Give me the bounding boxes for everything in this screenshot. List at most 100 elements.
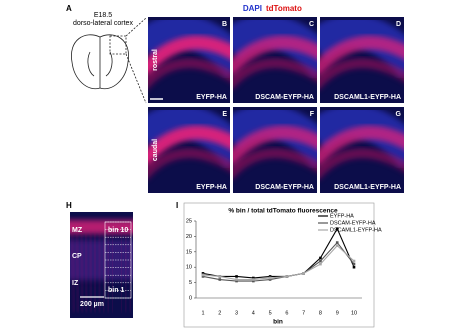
tdtomato-band [148, 58, 230, 89]
image-label: D [396, 21, 401, 28]
fiber [89, 231, 92, 313]
x-tick-label: 5 [269, 310, 272, 316]
micrograph: F DSCAM-EYFP-HA [233, 107, 317, 193]
data-point [352, 265, 356, 269]
x-tick-label: 10 [351, 310, 357, 316]
data-point [201, 272, 205, 275]
tdtomato-band [233, 148, 317, 180]
micrograph: E EYFP-HA [148, 107, 230, 193]
data-point [252, 278, 255, 281]
x-axis-label: bin [273, 319, 283, 326]
y-tick-label: 25 [186, 218, 192, 224]
row-label: rostral [152, 49, 159, 71]
micrograph: G DSCAML1-EYFP-HA [320, 107, 404, 193]
panel-label: H [66, 201, 72, 210]
data-point [268, 276, 272, 280]
data-point [335, 244, 339, 247]
tdtomato-band [233, 35, 317, 77]
tdtomato-band [320, 58, 404, 90]
stain-dapi: DAPI [243, 4, 262, 13]
scale-label: 200 µm [80, 301, 104, 308]
region: dorso-lateral cortex [73, 20, 133, 27]
tdtomato-band [233, 58, 317, 90]
data-point [268, 275, 272, 278]
data-point [352, 259, 356, 263]
chart-title: % bin / total tdTomato fluorescence [228, 208, 338, 215]
fiber [94, 231, 96, 313]
y-tick-label: 15 [186, 249, 192, 255]
image-caption: DSCAML1-EYFP-HA [334, 94, 401, 101]
image-label: G [396, 111, 402, 118]
image-label: C [309, 21, 314, 28]
x-tick-label: 1 [201, 310, 204, 316]
bin-label: bin 10 [108, 227, 128, 234]
data-point [285, 275, 289, 278]
fiber [98, 231, 101, 313]
line-chart: 0 5 10 15 20 25 1 2 3 4 5 6 7 8 9 10 EYFP-HADSCAM-EYFP-H… [186, 213, 382, 316]
bin-label: bin 1 [108, 287, 124, 294]
x-tick-label: 3 [235, 310, 238, 316]
x-tick-label: 6 [285, 310, 288, 316]
x-tick-label: 4 [252, 310, 255, 316]
y-tick-label: 10 [186, 265, 192, 271]
layer-label: IZ [72, 280, 79, 287]
data-point [302, 272, 305, 275]
panel-label: A [66, 4, 72, 13]
image-caption: DSCAM-EYFP-HA [255, 94, 314, 101]
x-tick-label: 7 [302, 310, 305, 316]
data-point [268, 278, 272, 281]
data-point [252, 276, 255, 280]
image-caption: EYFP-HA [196, 94, 227, 101]
series-line [202, 227, 355, 279]
micrograph: MZ CP IZ bin 10 bin 1 200 µm [70, 212, 133, 318]
data-point [319, 259, 322, 263]
tdtomato-band [320, 148, 404, 180]
series-line [202, 244, 355, 281]
layer-label: CP [72, 253, 82, 260]
tdtomato-band [148, 35, 230, 77]
fiber [76, 231, 79, 313]
brain-schematic [71, 17, 147, 104]
tdtomato-band [148, 148, 230, 179]
legend-label: DSCAM-EYFP-HA [330, 220, 376, 226]
chart-frame [183, 202, 375, 328]
image-caption: DSCAML1-EYFP-HA [334, 184, 401, 191]
data-point [201, 275, 205, 278]
micrograph: C DSCAM-EYFP-HA [233, 17, 317, 103]
y-tick-label: 5 [189, 280, 192, 286]
fiber [80, 231, 83, 313]
series-line [202, 241, 355, 282]
data-point [335, 227, 339, 230]
data-point [235, 275, 238, 278]
tdtomato-band [320, 125, 404, 167]
stain-tdtomato: tdTomato [266, 4, 302, 13]
tdtomato-band [148, 125, 230, 167]
panel-label: I [176, 201, 178, 210]
legend-label: DSCAML1-EYFP-HA [330, 227, 382, 233]
fiber [85, 231, 88, 313]
fiber [129, 231, 131, 313]
tdtomato-band [233, 125, 317, 167]
layer-label: MZ [72, 227, 83, 234]
data-point [352, 262, 356, 266]
fiber [103, 231, 105, 313]
data-point [218, 278, 222, 281]
micrograph: B EYFP-HA [148, 17, 230, 103]
stage: E18.5 [94, 12, 112, 19]
image-caption: DSCAM-EYFP-HA [255, 184, 314, 191]
tdtomato-band [320, 35, 404, 77]
image-label: E [222, 111, 227, 118]
data-point [201, 273, 205, 277]
x-tick-label: 2 [218, 310, 221, 316]
data-point [235, 278, 238, 281]
data-point [335, 241, 339, 244]
data-point [252, 279, 255, 283]
data-point [319, 256, 322, 260]
x-tick-label: 9 [336, 310, 339, 316]
row-label: caudal [152, 139, 159, 161]
data-point [218, 275, 222, 278]
legend-label: EYFP-HA [330, 213, 354, 219]
bin-box [104, 221, 132, 299]
image-caption: EYFP-HA [196, 184, 227, 191]
